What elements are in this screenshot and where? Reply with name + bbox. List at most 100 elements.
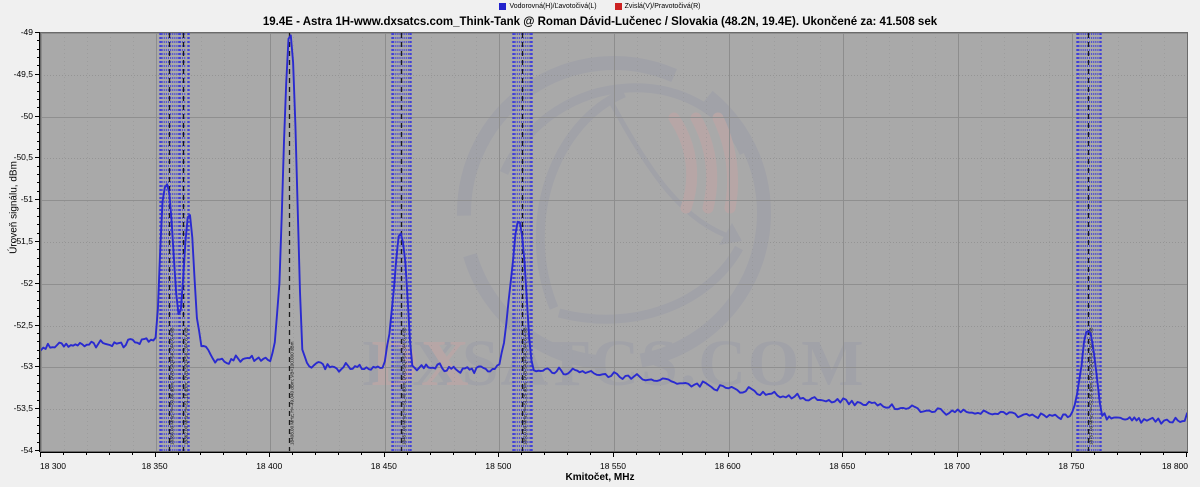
svg-text:18510.00 MHz; H=-51.25 dBm; DV: 18510.00 MHz; H=-51.25 dBm; DVB-S/QPSK; … <box>523 327 528 445</box>
x-tick-label: 18 450 <box>370 461 397 471</box>
y-tick-minor <box>37 257 40 259</box>
svg-text:18356.00 MHz; H=-50.86 dBm; DV: 18356.00 MHz; H=-50.86 dBm; DVB-S/QPSK; … <box>170 327 175 445</box>
x-tick-minor <box>200 452 202 455</box>
y-tick-label: -51,5 <box>13 236 33 246</box>
red-square-icon <box>614 3 622 10</box>
x-tick-minor <box>1140 452 1142 455</box>
y-tick-label: -49,5 <box>13 68 33 79</box>
y-tick-label: -52 <box>20 277 33 288</box>
x-tick-minor <box>750 452 752 455</box>
legend-item-vertical: Zvislá(V)/Pravotočivá(R) <box>614 3 701 10</box>
y-tick-minor <box>37 215 40 217</box>
y-tick-label: -51 <box>20 194 33 205</box>
x-tick-minor <box>429 452 431 455</box>
y-tick-minor <box>37 266 40 268</box>
y-tick-minor <box>37 190 40 192</box>
y-tick-minor <box>37 433 40 435</box>
x-tick-label: 18 650 <box>829 461 856 471</box>
x-tick-minor <box>1094 452 1096 455</box>
y-tick <box>35 241 40 242</box>
y-tick-minor <box>37 441 40 443</box>
x-axis-title: Kmitočet, MHz <box>565 472 635 483</box>
x-axis-line <box>40 452 1188 453</box>
y-tick <box>35 157 40 159</box>
y-tick-label: -50 <box>20 110 33 121</box>
x-tick-minor <box>1002 452 1004 455</box>
x-tick-minor <box>1163 452 1165 455</box>
x-tick <box>498 452 500 457</box>
x-tick-minor <box>337 452 339 455</box>
x-tick-minor <box>544 452 546 455</box>
y-tick-minor <box>37 123 40 125</box>
x-tick-minor <box>315 452 317 455</box>
y-tick <box>35 32 40 33</box>
y-tick-minor <box>37 341 40 343</box>
x-tick-minor <box>452 452 454 455</box>
x-tick-minor <box>475 452 477 455</box>
x-tick <box>154 452 156 457</box>
x-tick-minor <box>85 452 87 455</box>
y-tick-label: -52,5 <box>13 319 33 330</box>
x-tick-minor <box>704 452 706 455</box>
chart-title: 19.4E - Astra 1H-www.dxsatcs.com_Think-T… <box>262 16 938 28</box>
x-axis: 18 300 18 350 18 400 18 450 18 500 18 550 18 6… <box>40 452 1188 472</box>
y-tick-minor <box>37 140 40 142</box>
svg-text:18408.00 MHz; H=-49.040 dBm; V: 18408.00 MHz; H=-49.040 dBm; VB=100.000 … <box>290 341 295 445</box>
x-tick-minor <box>888 452 890 455</box>
y-tick-minor <box>37 165 40 167</box>
y-tick-label: -54 <box>20 445 33 455</box>
y-tick-minor <box>37 274 40 276</box>
y-tick-minor <box>37 307 40 309</box>
x-tick-label: 18 750 <box>1058 461 1085 471</box>
x-tick-label: 18 500 <box>485 461 512 471</box>
legend-label-horizontal: Vodorovná(H)/Ľavotočivá(L) <box>509 3 597 10</box>
x-tick-label: 18 600 <box>714 461 741 471</box>
svg-text:18757.00 MHz; H=-52.55 dBm; DV: 18757.00 MHz; H=-52.55 dBm; DVB-S/QPSK; … <box>1089 327 1094 445</box>
x-tick <box>383 452 385 457</box>
x-tick-minor <box>406 452 408 455</box>
plot-area: DXSATCS.COM DX 18356.00 MHz; H=-50.86 dBm… <box>40 32 1188 452</box>
x-tick-minor <box>635 452 637 455</box>
legend-item-horizontal: Vodorovná(H)/Ľavotočivá(L) <box>499 3 597 10</box>
y-tick-minor <box>37 57 40 59</box>
x-tick-minor <box>360 452 362 455</box>
y-tick-label: -53,5 <box>13 403 33 414</box>
plot-gridlines <box>41 33 1187 451</box>
y-tick-minor <box>37 424 40 426</box>
plot-inner: DXSATCS.COM DX 18356.00 MHz; H=-50.86 dBm… <box>41 33 1187 451</box>
x-tick-minor <box>1048 452 1050 455</box>
x-tick <box>956 452 958 457</box>
y-tick-minor <box>37 82 40 84</box>
y-tick <box>35 450 40 451</box>
y-tick-minor <box>37 391 40 393</box>
y-tick <box>35 115 40 117</box>
y-tick-minor <box>37 291 40 293</box>
y-tick <box>35 282 40 284</box>
x-tick-minor <box>1025 452 1027 455</box>
x-tick-label: 18 550 <box>600 461 626 471</box>
y-tick <box>35 73 40 75</box>
y-tick <box>35 199 40 201</box>
blue-square-icon <box>499 3 507 10</box>
y-tick-minor <box>37 358 40 360</box>
x-tick-minor <box>108 452 110 455</box>
x-tick-minor <box>865 452 867 455</box>
y-tick-minor <box>37 232 40 234</box>
y-tick-minor <box>37 182 40 184</box>
x-tick-label: 18 400 <box>256 461 283 471</box>
svg-text:18457.00 MHz; H=-51.40 dBm; DV: 18457.00 MHz; H=-51.40 dBm; DVB-S/QPSK; … <box>402 327 407 445</box>
x-tick <box>1071 452 1073 457</box>
y-tick-minor <box>37 383 40 385</box>
x-tick-minor <box>979 452 981 455</box>
y-tick-minor <box>37 316 40 318</box>
x-tick-minor <box>819 452 821 455</box>
y-tick-minor <box>37 416 40 418</box>
y-tick-minor <box>37 349 40 351</box>
x-tick-minor <box>773 452 775 455</box>
x-tick <box>40 452 41 457</box>
y-axis-line <box>39 32 40 452</box>
y-tick-minor <box>37 224 40 226</box>
x-tick-minor <box>567 452 569 455</box>
spectrum-trace <box>41 34 1187 425</box>
y-tick-minor <box>37 40 40 42</box>
